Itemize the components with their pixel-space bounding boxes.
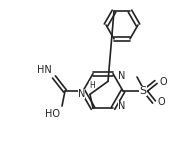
Text: N: N bbox=[118, 101, 125, 111]
Text: H: H bbox=[89, 81, 95, 90]
Text: HO: HO bbox=[45, 109, 60, 119]
Text: N: N bbox=[118, 71, 125, 81]
Text: O: O bbox=[160, 77, 168, 87]
Text: N: N bbox=[78, 89, 85, 99]
Text: HN: HN bbox=[37, 65, 52, 75]
Text: O: O bbox=[158, 97, 166, 107]
Text: S: S bbox=[139, 86, 147, 96]
